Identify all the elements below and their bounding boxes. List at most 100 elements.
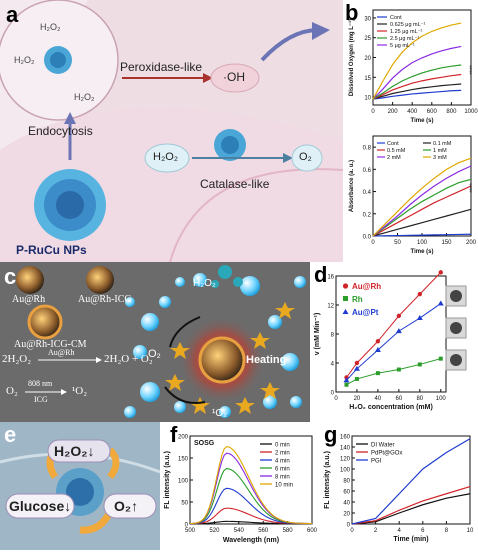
h2o2-label: H₂O₂ (74, 92, 95, 102)
h2o2-molecule (211, 265, 243, 288)
x-tick-label: 0 (350, 528, 354, 534)
legend-label: 6 min (275, 467, 290, 473)
y-tick-label: 40 (343, 501, 350, 507)
x-tick-label: 4 (398, 528, 402, 534)
series-line (372, 83, 462, 100)
series-line (189, 445, 313, 525)
chart-sosg-spectra: 500 520 540 560 580 600 0 50 100 150 200 Wavelength… (164, 435, 318, 545)
panel-a: a H₂O₂ H₂O₂ H₂O₂ Peroxidase-like ·OH End… (0, 0, 390, 263)
x-tick-label: 80 (416, 396, 423, 402)
legend-label: 1 mM (433, 148, 447, 154)
panel-label: e (4, 422, 17, 447)
singlet-oxygen-stars (165, 302, 295, 414)
y-axis-label: Dissolved Oxygen (mg L⁻¹) (348, 19, 355, 96)
o2-label: O₂ (148, 348, 161, 360)
legend-label: PdPt@GOx (371, 451, 402, 457)
legend-label: 0.625 μg mL⁻¹ (390, 22, 426, 28)
series-line (372, 233, 472, 237)
data-point (438, 356, 443, 361)
h2o2-center-label: H₂O₂ (153, 151, 179, 163)
y-tick-label: 0 (347, 523, 351, 529)
x-axis-label: Time (min) (393, 536, 428, 543)
legend-label: 0.1 mM (433, 141, 452, 147)
panel-label: b (345, 0, 359, 25)
y-axis-label: FL intensity (a.u.) (164, 451, 171, 509)
panel-f: f 500 520 540 560 580 600 0 50 100 150 200 Waveleng… (160, 422, 320, 550)
plot-frame (335, 275, 447, 393)
legend-label: 3 mM (433, 155, 447, 161)
x-tick-label: 500 (185, 528, 196, 534)
y-tick-label: 150 (178, 457, 189, 463)
panel-a-diagram (0, 0, 390, 263)
nps-label: P-RuCu NPs (16, 243, 87, 257)
data-point (353, 365, 360, 371)
y-tick-label: 0.4 (363, 190, 372, 196)
x-tick-label: 2 (374, 528, 378, 534)
data-point (354, 376, 359, 381)
y-tick-label: 100 (178, 479, 189, 485)
y-tick-label: 0.6 (363, 168, 372, 174)
series-line (372, 178, 472, 237)
y-tick-label: 0.0 (363, 235, 372, 241)
y-tick-label: 200 (178, 435, 189, 441)
data-point (375, 371, 380, 376)
x-tick-label: 60 (396, 396, 403, 402)
panel-label: f (170, 422, 178, 447)
panel-label: a (6, 2, 19, 27)
series-line (372, 165, 472, 237)
panel-b: b 0 200 400 600 800 1000 10 15 20 25 30 Time (s) Dis… (343, 0, 478, 262)
data-point (417, 291, 423, 297)
panel-e-diagram (0, 422, 161, 550)
legend-label: DI Water (371, 443, 394, 449)
panel-d: d 0 20 40 60 80 100 0 4 8 12 16 H₂O₂ concentration … (310, 262, 478, 422)
y-tick-label: 160 (340, 435, 351, 441)
legend-label: 2 min (275, 451, 290, 457)
data-point (396, 313, 402, 319)
legend-marker (342, 283, 349, 289)
legend-label: Au@Rh (352, 282, 381, 291)
y-tick-label: 0.2 (363, 212, 372, 218)
legend-label: 0.5 mM (387, 148, 406, 154)
y-tick-label: 12 (327, 304, 334, 310)
y-tick-label: 140 (340, 446, 351, 452)
y-tick-label: 50 (181, 501, 188, 507)
legend-label: Rh (352, 295, 363, 304)
data-point (396, 367, 401, 372)
legend-marker (343, 296, 348, 301)
au-rh-np (16, 266, 44, 294)
series-line (372, 185, 472, 237)
x-tick-label: 0 (371, 109, 375, 115)
y-tick-label: 0.8 (363, 146, 372, 152)
x-tick-label: 20 (354, 396, 361, 402)
singlet-label: ¹O₂ (212, 408, 227, 419)
x-tick-label: 50 (394, 240, 401, 246)
data-point (395, 328, 402, 334)
chart-absorbance: 0 50 100 150 200 0.0 0.2 0.4 0.6 0.8 Time (s) Absor… (349, 135, 477, 255)
y-tick-label: 60 (343, 490, 350, 496)
o2-badge (103, 493, 157, 519)
series-line (372, 157, 472, 237)
x-tick-label: 400 (407, 109, 418, 115)
panel-g: g 0 2 4 6 8 10 0 20 40 60 80 100 120 140 160 Time (min)… (320, 422, 478, 550)
data-point (438, 270, 443, 275)
x-tick-label: 1000 (464, 109, 478, 115)
y-tick-label: 80 (343, 479, 350, 485)
peroxidase-label: Peroxidase-like (120, 60, 203, 74)
significance-mark: **** (470, 183, 476, 193)
panel-label: g (324, 422, 338, 447)
np3-label: Au@Rh-ICG-CM (14, 339, 87, 350)
o2-up-label: O₂↑ (114, 498, 139, 514)
x-tick-label: 6 (421, 528, 425, 534)
panel-label: c (4, 264, 17, 289)
x-tick-label: 40 (375, 396, 382, 402)
tem-particle (450, 354, 462, 366)
glucose-down-label: Glucose↓ (9, 498, 72, 514)
h2o2-down-label: H₂O₂↓ (54, 443, 95, 459)
series-line (372, 22, 462, 100)
panel-e: e H₂O₂↓ Glucose↓ O₂↑ (0, 422, 161, 550)
y-tick-label: 10 (364, 96, 371, 102)
chart-dissolved-oxygen: 0 200 400 600 800 1000 10 15 20 25 30 Time (s) Disso… (348, 9, 478, 124)
o2-bubbles (124, 273, 306, 418)
x-tick-label: 0 (334, 396, 338, 402)
x-tick-label: 100 (436, 396, 447, 402)
